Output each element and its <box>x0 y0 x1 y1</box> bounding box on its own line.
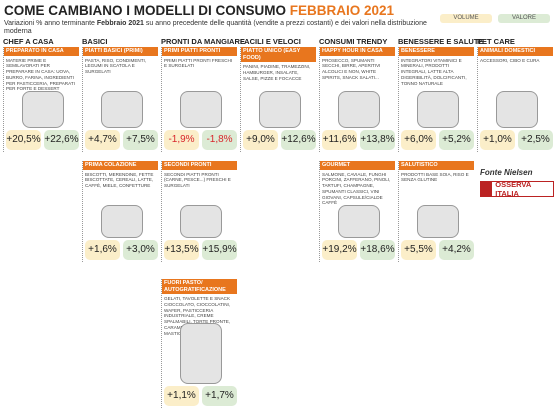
icon <box>101 91 143 128</box>
card-title: PRIMI PIATTI PRONTI <box>162 47 237 56</box>
title-text: COME CAMBIANO I MODELLI DI CONSUMO <box>4 3 286 18</box>
card-title: SALUTISTICO <box>399 161 474 170</box>
logo: OSSERVA ITALIA <box>480 180 554 198</box>
card: FUORI PASTO/ AUTOGRATIFICAZIONE GELATI, T… <box>161 279 237 408</box>
card-text: BISCOTTI, MERENDINE, FETTE BISCOTTATE, C… <box>85 171 154 189</box>
column-title: PRONTI DA MANGIARE <box>161 37 245 46</box>
icon <box>259 91 301 128</box>
pct-valore: +3,0% <box>123 240 158 260</box>
title-highlight: FEBBRAIO 2021 <box>289 3 395 18</box>
card-title: PIATTI BASICI (PRIMI) <box>83 47 158 56</box>
pct-valore: +13,8% <box>360 130 395 150</box>
pct-volume: +5,5% <box>401 240 436 260</box>
card: PRIMA COLAZIONE BISCOTTI, MERENDINE, FETT… <box>82 161 158 262</box>
card-text: INTEGRATORI VITAMINICI E MINERALI, PRODO… <box>401 57 467 86</box>
column-title: FACILI E VELOCI <box>240 37 301 46</box>
card-title: GOURMET <box>320 161 395 170</box>
pct-valore: +4,2% <box>439 240 474 260</box>
card-text: PRODOTTI BASE SOIA, RISO E SENZA GLUTINE <box>401 171 469 183</box>
pct-volume: +1,6% <box>85 240 120 260</box>
card: ANIMALI DOMESTICI ACCESSORI, CIBO E CURA +… <box>477 47 553 152</box>
icon <box>180 323 222 384</box>
icon <box>338 205 380 238</box>
card-text: SALMONE, CAVIALE, FUNGHI PORCINI, ZAFFER… <box>322 171 391 206</box>
column-title: BASICI <box>82 37 108 46</box>
card-title: PRIMA COLAZIONE <box>83 161 158 170</box>
icon <box>22 91 64 128</box>
card-title: BENESSERE <box>399 47 474 56</box>
card-title: FUORI PASTO/ AUTOGRATIFICAZIONE <box>162 279 237 294</box>
card-text: ACCESSORI, CIBO E CURA <box>480 57 540 63</box>
pct-valore: +7,5% <box>123 130 158 150</box>
card-text: SECONDI PIATTI PRONTI (CARNE, PESCE...) … <box>164 171 231 189</box>
pct-valore: -1,8% <box>202 130 237 150</box>
column-title: CONSUMI TRENDY <box>319 37 388 46</box>
card-title: SECONDI PRONTI <box>162 161 237 170</box>
pct-volume: +1,0% <box>480 130 515 150</box>
icon <box>338 91 380 128</box>
icon <box>417 91 459 128</box>
column-title: BENESSERE E SALUTE <box>398 37 484 46</box>
legend-volume: VOLUME <box>440 14 492 23</box>
pct-valore: +22,6% <box>44 130 79 150</box>
card: SECONDI PRONTI SECONDI PIATTI PRONTI (CAR… <box>161 161 237 262</box>
column-title: CHEF A CASA <box>3 37 54 46</box>
card: SALUTISTICO PRODOTTI BASE SOIA, RISO E SE… <box>398 161 474 262</box>
pct-volume: +9,0% <box>243 130 278 150</box>
pct-volume: +1,1% <box>164 386 199 406</box>
icon <box>180 91 222 128</box>
pct-valore: +15,9% <box>202 240 237 260</box>
card: HAPPY HOUR IN CASA PROSECCO, SPUMANTI SEC… <box>319 47 395 152</box>
pct-valore: +1,7% <box>202 386 237 406</box>
source: Fonte Nielsen <box>480 168 533 177</box>
card: GOURMET SALMONE, CAVIALE, FUNGHI PORCINI,… <box>319 161 395 262</box>
pct-volume: -1,9% <box>164 130 199 150</box>
column-title: PET CARE <box>477 37 515 46</box>
card-text: PROSECCO, SPUMANTI SECCHI, BIRRE, APERIT… <box>322 57 381 80</box>
pct-volume: +19,2% <box>322 240 357 260</box>
pct-volume: +20,5% <box>6 130 41 150</box>
card-title: HAPPY HOUR IN CASA <box>320 47 395 56</box>
card-text: MATERIE PRIME E SEMILAVORATI PER PREPARA… <box>6 57 75 92</box>
card: BENESSERE INTEGRATORI VITAMINICI E MINERA… <box>398 47 474 152</box>
icon <box>101 205 143 238</box>
pct-valore: +18,6% <box>360 240 395 260</box>
card-title: PREPARATO IN CASA <box>4 47 79 56</box>
legend-valore: VALORE <box>498 14 550 23</box>
subtitle-text: Variazioni % anno terminante <box>4 20 95 27</box>
card-title: PIATTO UNICO (EASY FOOD) <box>241 47 316 62</box>
pct-volume: +4,7% <box>85 130 120 150</box>
pct-volume: +6,0% <box>401 130 436 150</box>
pct-valore: +12,6% <box>281 130 316 150</box>
card-title: ANIMALI DOMESTICI <box>478 47 553 56</box>
pct-volume: +13,5% <box>164 240 199 260</box>
logo-text: OSSERVA ITALIA <box>495 180 531 198</box>
icon <box>496 91 538 128</box>
card: PIATTO UNICO (EASY FOOD) PANINI, PIADINE,… <box>240 47 316 152</box>
card: PRIMI PIATTI PRONTI PRIMI PIATTI PRONTI F… <box>161 47 237 152</box>
icon <box>180 205 222 238</box>
pct-valore: +5,2% <box>439 130 474 150</box>
pct-volume: +11,6% <box>322 130 357 150</box>
card: PREPARATO IN CASA MATERIE PRIME E SEMILAV… <box>3 47 79 152</box>
subtitle: Variazioni % anno terminante Febbraio 20… <box>4 20 434 36</box>
pct-valore: +2,5% <box>518 130 553 150</box>
title: COME CAMBIANO I MODELLI DI CONSUMO FEBBR… <box>4 3 394 18</box>
logo-mark <box>481 182 493 196</box>
subtitle-bold: Febbraio 2021 <box>96 20 144 27</box>
card: PIATTI BASICI (PRIMI) PASTA, RISO, CONDIM… <box>82 47 158 152</box>
card-text: PASTA, RISO, CONDIMENTI, LEGUMI IN SCATO… <box>85 57 147 75</box>
subtitle-text: su anno precedente delle quantità (vendi… <box>4 20 427 35</box>
card-text: PANINI, PIADINE, TRAMEZZINI, HAMBURGER, … <box>243 64 311 81</box>
card-text: PRIMI PIATTI PRONTI FRESCHI E SURGELATI <box>164 57 233 69</box>
icon <box>417 205 459 238</box>
